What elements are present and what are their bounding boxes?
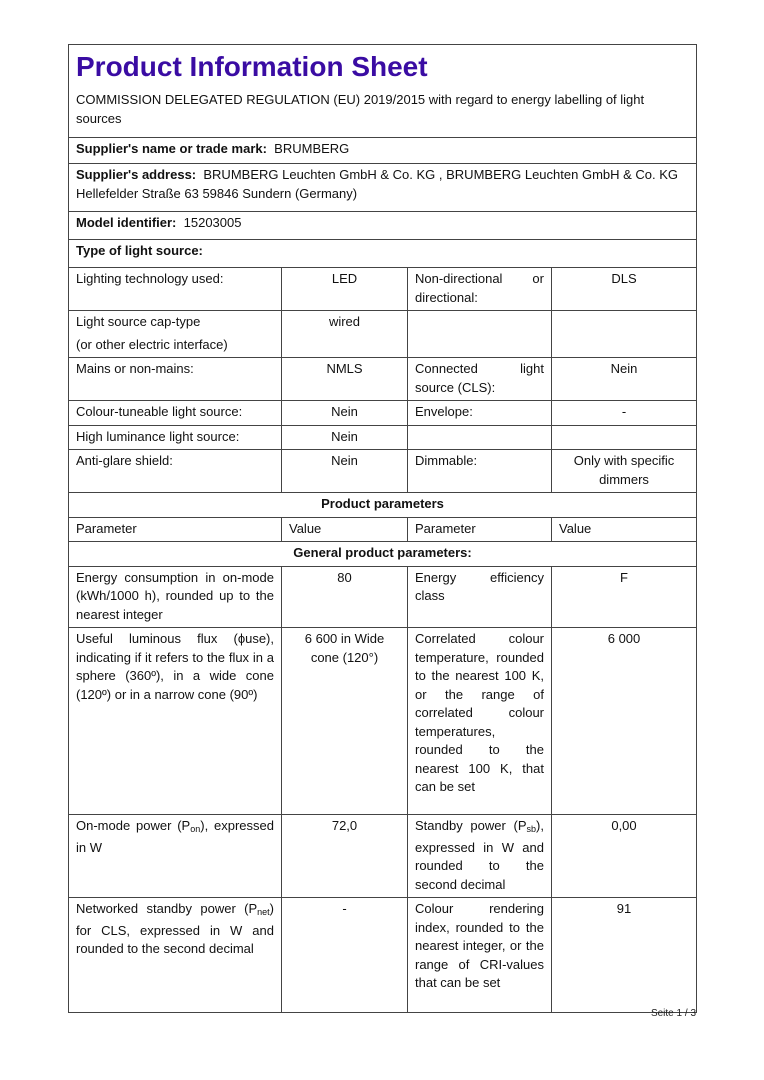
table-row: On-mode power (Pon), expressed in W 72,0… (68, 814, 698, 898)
param-value: 72,0 (281, 814, 408, 898)
param-label: Colour-tuneable light source: (68, 400, 282, 426)
param-value: wired (281, 310, 408, 358)
param-label (407, 310, 552, 358)
product-info-table: Product Information Sheet COMMISSION DEL… (67, 44, 698, 1013)
label-subscript: on (190, 824, 201, 834)
label-text: Networked standby power (P (76, 901, 258, 916)
table-row: Lighting technology used: LED Non-direct… (68, 267, 698, 311)
param-value: Nein (281, 449, 408, 493)
col-header-parameter: Parameter (68, 516, 282, 542)
supplier-name-label: Supplier's name or trade mark: (76, 141, 267, 156)
param-label: Standby power (Psb), expressed in W and … (407, 814, 552, 898)
param-label: Useful luminous flux (ϕuse), indicating … (68, 627, 282, 815)
table-row: Mains or non-mains: NMLS Connected light… (68, 357, 698, 401)
col-header-value: Value (281, 516, 408, 542)
param-label: Colour rendering index, rounded to the n… (407, 897, 552, 1013)
param-value: Nein (281, 400, 408, 426)
supplier-name-row: Supplier's name or trade mark: BRUMBERG (67, 137, 698, 164)
param-value: F (550, 565, 698, 628)
param-value: Nein (550, 357, 698, 401)
page-label: Seite (650, 1008, 674, 1019)
label-text: ), expressed in W and rounded to the sec… (415, 818, 544, 892)
param-label: Energy efficiency class (407, 565, 552, 628)
param-label: Light source cap-type (or other electric … (68, 310, 282, 358)
label-subscript: sb (526, 824, 537, 834)
total-pages: 3 (690, 1008, 696, 1019)
param-label: Envelope: (407, 400, 552, 426)
supplier-name-value: BRUMBERG (274, 141, 350, 156)
column-header-row: Parameter Value Parameter Value (68, 516, 698, 542)
current-page: 1 (676, 1008, 683, 1019)
param-label-line: (or other electric interface) (76, 336, 228, 352)
model-label: Model identifier: (76, 215, 177, 230)
param-value: DLS (550, 267, 698, 311)
model-row: Model identifier: 15203005 (67, 211, 698, 240)
table-row: High luminance light source: Nein (68, 424, 698, 450)
label-subscript: net (257, 907, 270, 917)
label-text: ) for CLS, expressed in W and rounded to… (76, 901, 274, 956)
param-value: - (550, 400, 698, 426)
product-params-heading: Product parameters (67, 492, 698, 518)
param-value: Nein (281, 424, 408, 450)
param-value: 6 000 (550, 627, 698, 815)
supplier-address-value: BRUMBERG Leuchten GmbH & Co. KG , BRUMBE… (76, 167, 679, 201)
param-label: Anti-glare shield: (68, 449, 282, 493)
param-label: High luminance light source: (68, 424, 282, 450)
param-label-line: Light source cap-type (76, 314, 201, 329)
page-number: Seite 1 / 3 (651, 1008, 696, 1019)
param-label: Dimmable: (407, 449, 552, 493)
param-value: 91 (550, 897, 698, 1013)
table-row: Useful luminous flux (ϕuse), indicating … (68, 627, 698, 815)
param-label (407, 424, 552, 450)
param-label: Non-directional or directional: (407, 267, 552, 311)
param-value (550, 310, 698, 358)
label-text: Standby power (P (415, 818, 527, 833)
param-value: 6 600 in Wide cone (120°) (281, 627, 408, 815)
param-value: Only with specific dimmers (550, 449, 698, 493)
param-label: Mains or non-mains: (68, 357, 282, 401)
header-cell: Product Information Sheet COMMISSION DEL… (67, 44, 698, 138)
table-row: Anti-glare shield: Nein Dimmable: Only w… (68, 449, 698, 493)
param-value: LED (281, 267, 408, 311)
label-text: On-mode power (P (76, 818, 191, 833)
param-label: Connected light source (CLS): (407, 357, 552, 401)
param-value (550, 424, 698, 450)
label-text: ), expressed in W (76, 818, 274, 855)
param-value: - (281, 897, 408, 1013)
param-value: 0,00 (550, 814, 698, 898)
param-label: On-mode power (Pon), expressed in W (68, 814, 282, 898)
param-value: NMLS (281, 357, 408, 401)
param-label: Energy consumption in on-mode (kWh/1000 … (68, 565, 282, 628)
regulation-text: COMMISSION DELEGATED REGULATION (EU) 201… (76, 92, 645, 126)
param-value: 80 (281, 565, 408, 628)
supplier-address-row: Supplier's address: BRUMBERG Leuchten Gm… (67, 163, 698, 212)
supplier-address-label: Supplier's address: (76, 167, 197, 182)
col-header-value: Value (550, 516, 698, 542)
general-params-heading: General product parameters: (67, 541, 698, 567)
table-row: Energy consumption in on-mode (kWh/1000 … (68, 565, 698, 628)
table-row: Colour-tuneable light source: Nein Envel… (68, 400, 698, 426)
param-label: Networked standby power (Pnet) for CLS, … (68, 897, 282, 1013)
param-label: Correlated colour temperature, rounded t… (407, 627, 552, 815)
param-label: Lighting technology used: (68, 267, 282, 311)
col-header-parameter: Parameter (407, 516, 552, 542)
model-value: 15203005 (183, 215, 242, 230)
type-heading: Type of light source: (67, 239, 698, 268)
table-row: Light source cap-type (or other electric … (68, 310, 698, 358)
table-row: Networked standby power (Pnet) for CLS, … (68, 897, 698, 1013)
page-title: Product Information Sheet (76, 51, 428, 82)
page-separator: / (684, 1008, 688, 1019)
